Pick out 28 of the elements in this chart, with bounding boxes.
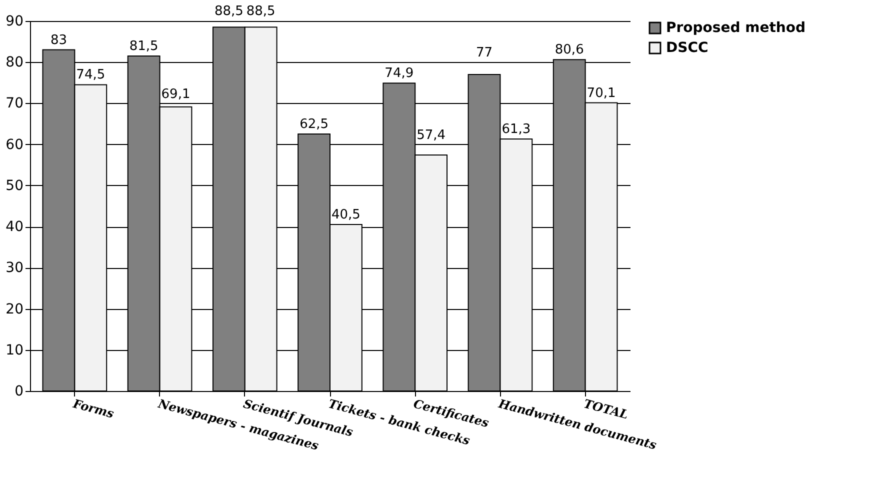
x-tick-label: Forms (70, 396, 116, 421)
y-tick-label: 50 (6, 178, 24, 194)
data-label: 74,9 (384, 66, 414, 82)
data-label: 83 (50, 32, 67, 48)
y-tick-label: 90 (6, 14, 24, 30)
data-label: 88,5 (214, 4, 244, 20)
y-tick-label: 40 (6, 219, 24, 236)
y-tick-label: 70 (6, 96, 24, 112)
legend-label: Proposed method (666, 20, 806, 36)
data-label: 81,5 (129, 38, 158, 54)
data-label: 80,6 (554, 42, 584, 58)
data-label: 70,1 (586, 86, 616, 101)
data-label: 61,3 (502, 122, 531, 137)
data-label: 74,5 (76, 68, 106, 83)
data-label: 69,1 (161, 86, 190, 102)
y-tick-label: 0 (14, 384, 24, 400)
x-tick-label: TOTAL (582, 396, 630, 422)
legend-label: DSCC (666, 40, 708, 56)
y-tick-label: 80 (6, 54, 24, 71)
data-label: 88,5 (246, 4, 276, 20)
data-label: 40,5 (331, 208, 360, 222)
y-tick-label: 10 (6, 342, 24, 358)
data-label: 77 (476, 45, 493, 60)
y-tick-label: 30 (6, 260, 24, 276)
y-tick-label: 60 (6, 136, 24, 153)
data-label: 62,5 (300, 117, 329, 132)
y-tick-label: 20 (6, 301, 24, 318)
data-label: 57,4 (416, 128, 446, 144)
